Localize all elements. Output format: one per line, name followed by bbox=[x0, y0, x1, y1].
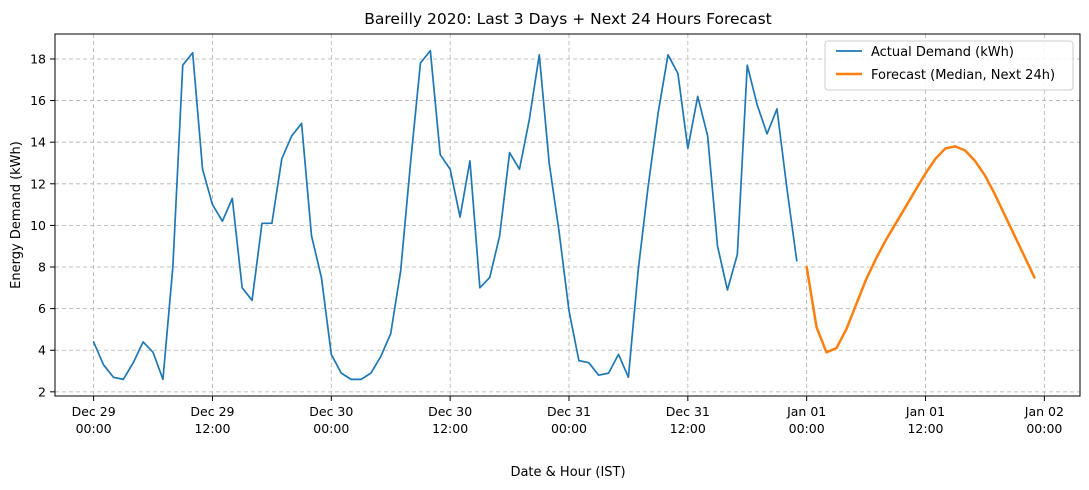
series-lines bbox=[92, 49, 1036, 381]
y-tick-label: 18 bbox=[30, 51, 46, 66]
y-axis-label: Energy Demand (kWh) bbox=[9, 141, 24, 289]
x-tick-label: 00:00 bbox=[789, 421, 825, 436]
x-tick-label: Dec 29 bbox=[190, 404, 234, 419]
x-tick-label: 12:00 bbox=[194, 421, 230, 436]
x-tick-label: 00:00 bbox=[76, 421, 112, 436]
x-tick-label: Dec 30 bbox=[309, 404, 353, 419]
y-tick-label: 4 bbox=[38, 343, 46, 358]
y-tick-label: 16 bbox=[30, 93, 46, 108]
forecast-line bbox=[805, 145, 1036, 354]
plot-frame bbox=[54, 33, 1081, 397]
x-tick-label: Jan 02 bbox=[1024, 404, 1064, 419]
legend-label-forecast: Forecast (Median, Next 24h) bbox=[871, 68, 1055, 83]
y-tick-label: 2 bbox=[38, 384, 46, 399]
x-tick-label: Dec 30 bbox=[428, 404, 472, 419]
x-tick-label: Jan 01 bbox=[905, 404, 945, 419]
grid bbox=[55, 34, 1080, 396]
x-tick-label: 12:00 bbox=[432, 421, 468, 436]
x-tick-label: Dec 31 bbox=[666, 404, 710, 419]
x-tick-label: Jan 01 bbox=[786, 404, 826, 419]
x-tick-label: 00:00 bbox=[1026, 421, 1062, 436]
legend-box bbox=[824, 40, 1074, 91]
x-tick-label: 00:00 bbox=[551, 421, 587, 436]
x-axis: Dec 29 00:00 Dec 29 12:00 Dec 30 00:00 Dec 30 1… bbox=[72, 396, 1064, 436]
x-tick-label: Dec 31 bbox=[547, 404, 591, 419]
legend-label-actual: Actual Demand (kWh) bbox=[871, 45, 1014, 60]
y-tick-label: 12 bbox=[30, 176, 46, 191]
x-axis-label: Date & Hour (IST) bbox=[510, 465, 625, 480]
x-tick-label: 12:00 bbox=[670, 421, 706, 436]
x-tick-label: Dec 29 bbox=[72, 404, 116, 419]
y-axis: 2 4 6 8 10 12 14 16 18 bbox=[30, 51, 55, 399]
actual-demand-line bbox=[92, 49, 798, 381]
y-tick-label: 14 bbox=[30, 135, 46, 150]
y-tick-label: 6 bbox=[38, 301, 46, 316]
legend: Actual Demand (kWh) Forecast (Median, Ne… bbox=[824, 40, 1074, 91]
x-tick-label: 00:00 bbox=[313, 421, 349, 436]
y-tick-label: 10 bbox=[30, 218, 46, 233]
chart-title: Bareilly 2020: Last 3 Days + Next 24 Hou… bbox=[364, 10, 771, 28]
y-tick-label: 8 bbox=[38, 260, 46, 275]
x-tick-label: 12:00 bbox=[907, 421, 943, 436]
